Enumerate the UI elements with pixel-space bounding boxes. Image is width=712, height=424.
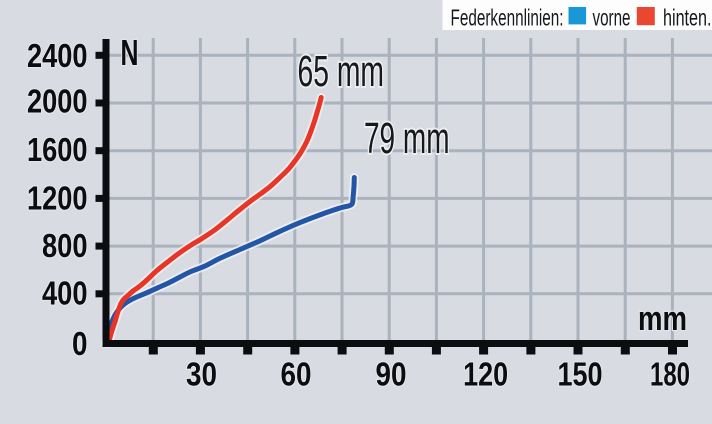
svg-text:60: 60 [281, 356, 312, 393]
svg-text:0: 0 [72, 325, 88, 362]
svg-text:vorne: vorne [593, 5, 631, 31]
svg-text:150: 150 [558, 356, 603, 393]
svg-text:79 mm: 79 mm [364, 114, 450, 163]
svg-text:mm: mm [638, 300, 687, 338]
svg-text:hinten.: hinten. [663, 5, 712, 31]
svg-text:30: 30 [186, 356, 217, 393]
svg-text:1600: 1600 [27, 131, 88, 168]
svg-text:2000: 2000 [27, 83, 88, 120]
svg-text:65 mm: 65 mm [298, 47, 385, 96]
svg-text:N: N [121, 32, 139, 73]
svg-text:120: 120 [463, 356, 508, 393]
svg-text:Federkennlinien:: Federkennlinien: [451, 5, 564, 31]
svg-text:2400: 2400 [27, 37, 88, 74]
svg-text:180: 180 [650, 356, 690, 393]
svg-text:800: 800 [42, 227, 88, 264]
svg-text:1200: 1200 [27, 180, 88, 217]
svg-text:90: 90 [376, 356, 407, 393]
svg-text:400: 400 [42, 275, 88, 312]
